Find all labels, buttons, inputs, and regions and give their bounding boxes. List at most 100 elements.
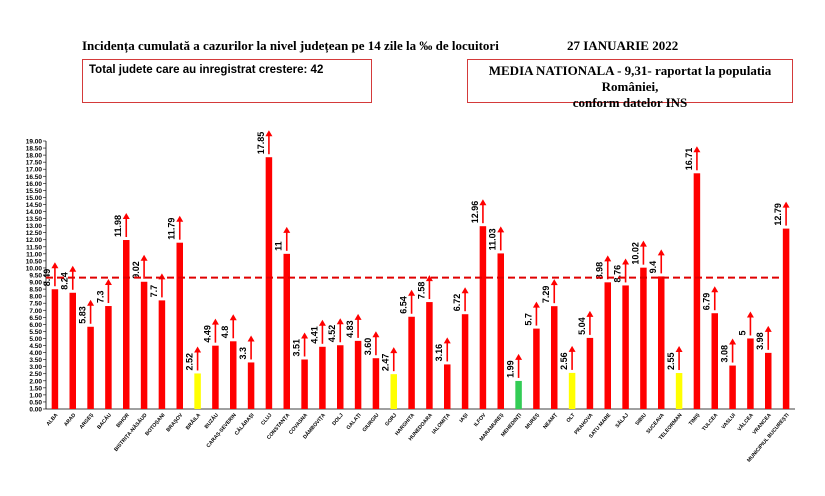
value-label: 17.85 bbox=[256, 132, 266, 155]
trend-arrow-head bbox=[229, 314, 237, 321]
y-tick-label: 2.50 bbox=[29, 371, 42, 378]
category-label: GORJ bbox=[384, 412, 398, 427]
value-label: 2.47 bbox=[381, 354, 391, 372]
trend-arrow-head bbox=[301, 332, 309, 339]
bar bbox=[747, 338, 754, 409]
trend-arrow-head bbox=[265, 130, 273, 137]
category-label: TULCEA bbox=[701, 412, 719, 432]
bar bbox=[658, 276, 665, 409]
bar bbox=[283, 253, 290, 409]
bar bbox=[194, 373, 201, 409]
value-label: 6.79 bbox=[702, 293, 712, 311]
trend-arrow-head bbox=[497, 226, 505, 233]
trend-arrow-head bbox=[122, 213, 130, 220]
category-label: IAȘI bbox=[459, 412, 470, 424]
trend-arrow-head bbox=[69, 265, 77, 272]
value-label: 3.3 bbox=[238, 347, 248, 360]
bar bbox=[515, 380, 522, 409]
value-label: 4.49 bbox=[202, 325, 212, 343]
category-label: GALAȚI bbox=[346, 412, 363, 431]
bar bbox=[158, 300, 166, 409]
value-label: 6.72 bbox=[452, 294, 462, 312]
category-label: ARAD bbox=[63, 412, 77, 428]
y-tick-label: 6.50 bbox=[29, 315, 42, 322]
category-label: VASLUI bbox=[721, 412, 738, 431]
bar bbox=[640, 267, 647, 409]
bar bbox=[675, 373, 683, 409]
bar bbox=[230, 341, 237, 409]
trend-arrow-head bbox=[318, 319, 326, 326]
y-tick-label: 4.50 bbox=[29, 343, 42, 350]
bar bbox=[586, 337, 594, 409]
value-label: 7.3 bbox=[95, 291, 105, 304]
y-tick-label: 7.00 bbox=[29, 308, 42, 315]
national-average-line2: conform datelor INS bbox=[572, 95, 688, 110]
value-label: 4.41 bbox=[309, 326, 319, 344]
trend-arrow-head bbox=[354, 313, 362, 320]
trend-arrow-head bbox=[443, 337, 451, 344]
report-date: 27 IANUARIE 2022 bbox=[567, 38, 679, 53]
value-label: 2.52 bbox=[185, 353, 195, 371]
trend-arrow-head bbox=[764, 325, 772, 332]
bar bbox=[69, 292, 76, 409]
category-label: BRĂILA bbox=[184, 412, 202, 432]
y-tick-label: 3.50 bbox=[29, 357, 42, 364]
trend-arrow-head bbox=[461, 287, 469, 294]
trend-arrow-head bbox=[586, 310, 594, 317]
y-tick-label: 14.50 bbox=[26, 202, 43, 209]
y-tick-label: 8.50 bbox=[29, 287, 42, 294]
bar bbox=[212, 345, 219, 409]
trend-arrow-head bbox=[639, 240, 647, 247]
y-tick-label: 6.00 bbox=[29, 322, 42, 329]
trend-arrow-head bbox=[729, 338, 737, 345]
value-label: 3.16 bbox=[434, 344, 444, 362]
y-tick-label: 10.50 bbox=[26, 258, 43, 265]
y-tick-label: 0.00 bbox=[29, 407, 42, 414]
bar bbox=[551, 306, 558, 409]
national-average-box: MEDIA NATIONALA - 9,31- raportat la popu… bbox=[467, 59, 793, 110]
bar bbox=[390, 374, 397, 409]
trend-arrow-head bbox=[693, 146, 701, 153]
value-label: 5.7 bbox=[523, 313, 533, 326]
bar bbox=[693, 173, 701, 409]
bar bbox=[729, 365, 736, 409]
bar bbox=[105, 306, 112, 409]
category-label: BIHOR bbox=[115, 412, 131, 429]
y-tick-label: 11.50 bbox=[26, 244, 42, 251]
counties-increase-text: Total judete care au inregistrat crester… bbox=[89, 64, 324, 76]
y-tick-label: 12.00 bbox=[26, 237, 43, 244]
national-average-line1: MEDIA NATIONALA - 9,31- raportat la popu… bbox=[488, 63, 772, 94]
y-tick-label: 18.50 bbox=[26, 146, 43, 153]
value-label: 7.7 bbox=[149, 285, 159, 298]
y-tick-label: 5.50 bbox=[29, 329, 42, 336]
trend-arrow-head bbox=[515, 353, 523, 360]
y-tick-label: 1.50 bbox=[29, 385, 42, 392]
category-label: NEAMȚ bbox=[542, 412, 559, 431]
category-label: ILFOV bbox=[473, 412, 488, 428]
y-tick-label: 13.50 bbox=[26, 216, 43, 223]
bar bbox=[319, 346, 326, 409]
y-tick-label: 7.50 bbox=[29, 301, 42, 308]
y-tick-label: 16.00 bbox=[26, 181, 43, 188]
value-label: 3.08 bbox=[720, 345, 730, 363]
bar bbox=[765, 352, 772, 409]
bar bbox=[782, 228, 790, 409]
category-label: IALOMIȚA bbox=[431, 412, 452, 435]
bar bbox=[87, 326, 94, 409]
value-label: 10.02 bbox=[630, 242, 640, 265]
value-label: 6.54 bbox=[399, 296, 409, 314]
trend-arrow-head bbox=[104, 279, 112, 286]
value-label: 8.98 bbox=[595, 262, 605, 280]
value-label: 3.51 bbox=[292, 339, 302, 357]
y-tick-label: 10.00 bbox=[26, 265, 43, 272]
category-label: GIURGIU bbox=[362, 412, 381, 433]
value-label: 1.99 bbox=[506, 360, 516, 378]
value-label: 9.02 bbox=[131, 261, 141, 279]
category-label: OLT bbox=[566, 412, 578, 424]
bar bbox=[497, 253, 504, 409]
value-label: 2.56 bbox=[559, 352, 569, 370]
trend-arrow-head bbox=[657, 249, 665, 256]
value-label: 5 bbox=[737, 330, 747, 335]
trend-arrow-head bbox=[550, 279, 558, 286]
